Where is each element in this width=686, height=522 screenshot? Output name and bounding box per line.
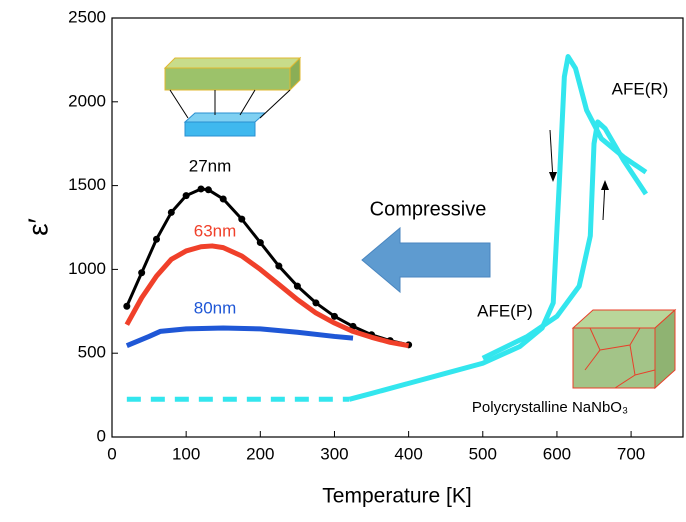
plot-frame xyxy=(111,17,684,438)
direction-arrow xyxy=(549,172,557,182)
x-tick-label: 700 xyxy=(617,444,645,463)
point xyxy=(123,302,131,310)
point xyxy=(275,262,283,270)
point xyxy=(138,269,146,277)
y-tick-label: 1000 xyxy=(68,259,106,278)
y-tick-label: 2000 xyxy=(68,91,106,110)
point xyxy=(197,185,205,193)
x-tick-label: 100 xyxy=(172,444,200,463)
y-axis-label: ε′ xyxy=(22,218,53,236)
annotation: AFE(R) xyxy=(612,79,669,98)
series-line xyxy=(124,243,410,349)
grain-illustration xyxy=(571,308,677,390)
y-tick-label: 1500 xyxy=(68,175,106,194)
point xyxy=(152,235,160,243)
x-tick-label: 300 xyxy=(320,444,348,463)
series-label: 63nm xyxy=(194,221,237,240)
x-tick-label: 500 xyxy=(469,444,497,463)
y-tick-label: 2500 xyxy=(68,7,106,26)
point xyxy=(238,215,246,223)
y-tick-label: 500 xyxy=(78,343,106,362)
point xyxy=(204,186,212,194)
annotation: Polycrystalline NaNbO₃ xyxy=(472,399,628,416)
point xyxy=(219,195,227,203)
point xyxy=(167,208,175,216)
direction-arrow xyxy=(601,180,609,190)
series-line xyxy=(481,119,649,361)
series-line xyxy=(125,325,354,348)
compressive-arrow xyxy=(361,226,491,294)
point xyxy=(256,239,264,247)
annotation: AFE(P) xyxy=(477,301,533,320)
x-tick-label: 400 xyxy=(394,444,422,463)
annotation: Compressive xyxy=(370,198,487,220)
series-label: 80nm xyxy=(194,298,237,317)
series-line xyxy=(348,54,648,402)
x-axis-label: Temperature [K] xyxy=(322,485,471,508)
point xyxy=(293,282,301,290)
point xyxy=(312,299,320,307)
point xyxy=(330,312,338,320)
y-tick-label: 0 xyxy=(97,426,106,445)
point xyxy=(182,192,190,200)
x-tick-label: 200 xyxy=(246,444,274,463)
x-tick-label: 600 xyxy=(543,444,571,463)
film-illustration xyxy=(163,56,302,137)
series-label: 27nm xyxy=(189,156,232,175)
direction-arrow xyxy=(549,129,554,181)
x-tick-label: 0 xyxy=(107,444,116,463)
